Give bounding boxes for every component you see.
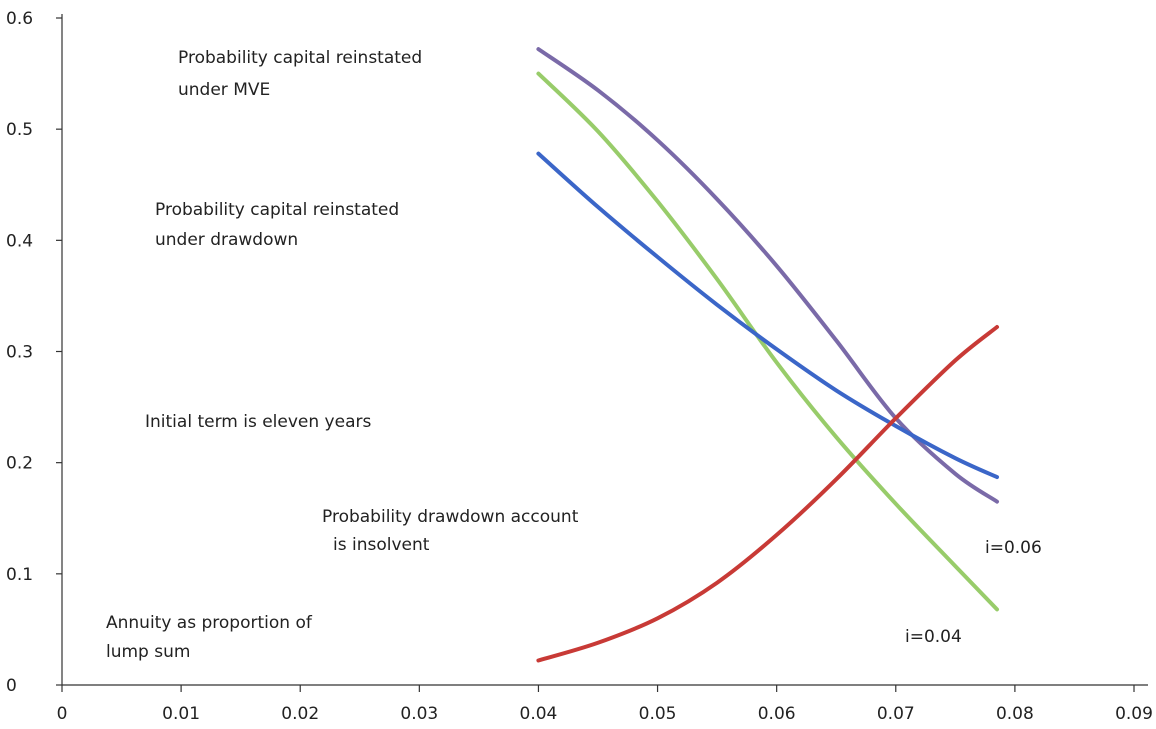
- y-tick-label: 0.2: [6, 454, 33, 474]
- series-line-1: [536, 71, 999, 612]
- x-tick-label: 0.08: [996, 704, 1034, 724]
- x-tick-label: 0.01: [162, 704, 200, 724]
- x-tick-label: 0.05: [639, 704, 677, 724]
- y-tick-label: 0.5: [6, 120, 33, 140]
- x-tick-label: 0: [57, 704, 68, 724]
- annotation-term: Initial term is eleven years: [145, 412, 371, 432]
- annotation-mve-line-2: under MVE: [178, 80, 270, 100]
- series-line-2: [536, 151, 999, 480]
- x-tick-label: 0.07: [877, 704, 915, 724]
- x-tick-label: 0.02: [281, 704, 319, 724]
- annotation-i-0-04: i=0.04: [905, 627, 962, 647]
- annotation-layer: Probability capital reinstated under MVE…: [106, 48, 1042, 662]
- annotation-i-0-06: i=0.06: [985, 538, 1042, 558]
- y-tick-label: 0: [6, 676, 17, 696]
- annotation-mve-line-1: Probability capital reinstated: [178, 48, 422, 68]
- series-layer: [536, 47, 999, 663]
- y-ticks: 0 0.1 0.2 0.3 0.4 0.5 0.6: [6, 9, 62, 696]
- x-tick-label: 0.06: [758, 704, 796, 724]
- axes: [61, 14, 1148, 686]
- annotation-annuity-line-1: Annuity as proportion of: [106, 613, 313, 633]
- annotation-insolvent-line-1: Probability drawdown account: [322, 507, 579, 527]
- x-ticks: 0 0.01 0.02 0.03 0.04 0.05 0.06 0.07 0.08 0.09: [57, 685, 1153, 724]
- y-tick-label: 0.6: [6, 9, 33, 29]
- x-tick-label: 0.09: [1115, 704, 1153, 724]
- x-tick-label: 0.03: [400, 704, 438, 724]
- y-tick-label: 0.4: [6, 231, 33, 251]
- series-line-3: [536, 325, 999, 663]
- annotation-insolvent-line-2: is insolvent: [333, 535, 430, 555]
- x-tick-label: 0.04: [520, 704, 558, 724]
- annotation-drawdown-line-2: under drawdown: [155, 230, 298, 250]
- y-tick-label: 0.3: [6, 343, 33, 363]
- annotation-drawdown-line-1: Probability capital reinstated: [155, 200, 399, 220]
- annotation-annuity-line-2: lump sum: [106, 642, 190, 662]
- series-line-0: [536, 47, 999, 504]
- y-tick-label: 0.1: [6, 565, 33, 585]
